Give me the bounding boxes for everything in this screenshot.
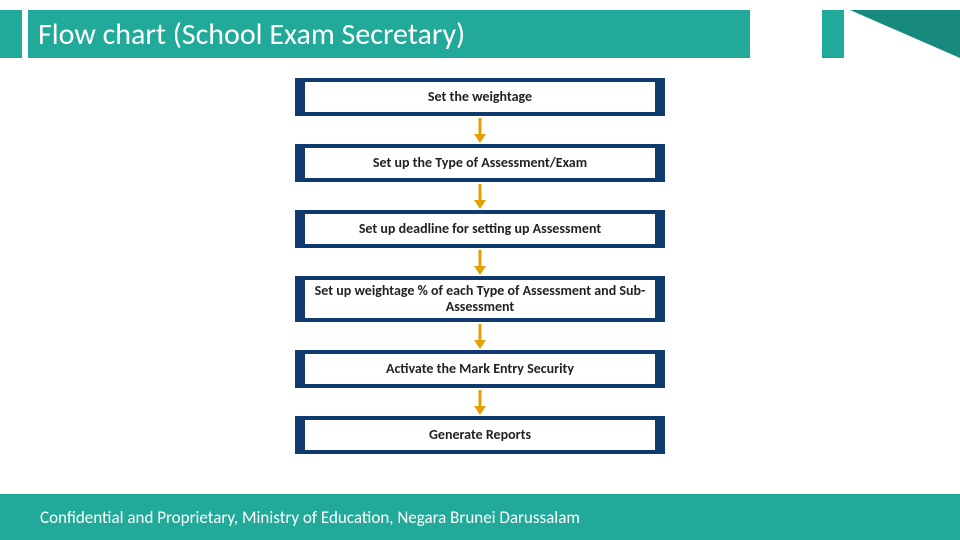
flow-step: Set up the Type of Assessment/Exam [295,144,665,182]
arrow-down-icon [470,248,490,276]
flow-arrow [470,322,490,350]
title-decor-right [800,10,960,58]
flow-step-inner: Set up weightage % of each Type of Asses… [305,280,655,318]
flow-step-inner: Set up deadline for setting up Assessmen… [305,214,655,244]
slide-title-text: Flow chart (School Exam Secretary) [38,16,465,53]
footer-text: Confidential and Proprietary, Ministry o… [40,507,580,528]
arrow-down-icon [470,322,490,350]
flow-step: Set up deadline for setting up Assessmen… [295,210,665,248]
flow-step-inner: Generate Reports [305,420,655,450]
flow-step-inner: Set up the Type of Assessment/Exam [305,148,655,178]
flow-step-inner: Activate the Mark Entry Security [305,354,655,384]
flowchart: Set the weightage Set up the Type of Asse… [0,78,960,454]
slide-title: Flow chart (School Exam Secretary) [28,10,750,58]
flow-step: Set up weightage % of each Type of Asses… [295,276,665,322]
flow-step: Activate the Mark Entry Security [295,350,665,388]
flow-step: Generate Reports [295,416,665,454]
flow-arrow [470,182,490,210]
flow-step-label: Activate the Mark Entry Security [313,361,647,377]
title-accent-left [0,10,22,58]
flow-step-inner: Set the weightage [305,82,655,112]
flow-arrow [470,388,490,416]
title-bar: Flow chart (School Exam Secretary) [0,10,750,58]
title-decor-bar [822,10,844,58]
flow-step-label: Set the weightage [313,89,647,105]
slide: Flow chart (School Exam Secretary) Set t… [0,0,960,540]
arrow-down-icon [470,182,490,210]
title-decor-triangle [850,10,960,58]
footer-bar: Confidential and Proprietary, Ministry o… [0,494,960,540]
flow-step-label: Set up the Type of Assessment/Exam [313,155,647,171]
flow-step-label: Set up deadline for setting up Assessmen… [313,221,647,237]
flow-step: Set the weightage [295,78,665,116]
arrow-down-icon [470,388,490,416]
flow-step-label: Set up weightage % of each Type of Asses… [313,283,647,315]
flow-arrow [470,116,490,144]
flow-arrow [470,248,490,276]
flow-step-label: Generate Reports [313,427,647,443]
arrow-down-icon [470,116,490,144]
